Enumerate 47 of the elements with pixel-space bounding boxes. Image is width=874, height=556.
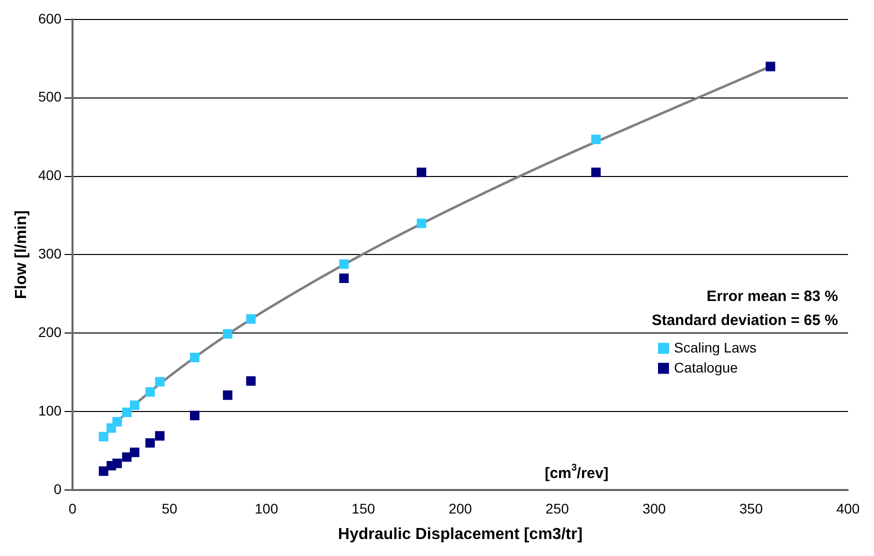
y-tick-label: 600: [38, 10, 62, 26]
point: [591, 134, 601, 144]
point: [145, 438, 155, 448]
x-tick-label: 100: [254, 500, 278, 516]
y-tick-label: 0: [54, 480, 62, 497]
y-tick-label: 400: [38, 167, 62, 184]
x-tick-label: 200: [448, 500, 472, 516]
point: [130, 448, 140, 458]
point: [766, 62, 776, 72]
point: [416, 168, 426, 178]
point: [416, 218, 426, 228]
legend-label: Catalogue: [674, 360, 738, 376]
x-axis-title: Hydraulic Displacement [cm3/tr]: [338, 526, 583, 543]
point: [155, 377, 165, 387]
x-tick-label: 150: [352, 500, 376, 516]
y-axis-title: Flow [l/min]: [13, 210, 30, 300]
point: [222, 329, 232, 339]
point: [130, 400, 140, 410]
point: [591, 168, 601, 178]
x-tick-label: 50: [162, 500, 178, 516]
y-tick-label: 300: [38, 246, 62, 262]
point: [246, 314, 256, 324]
point: [155, 431, 165, 441]
x-tick-label: 400: [836, 500, 860, 516]
annotation: Standard deviation = 65 %: [652, 312, 838, 330]
x-tick-label: 350: [739, 500, 763, 516]
point: [112, 417, 122, 427]
point: [190, 352, 200, 362]
x-tick-label: 250: [546, 500, 570, 516]
point: [339, 273, 349, 283]
y-tick-label: 200: [38, 324, 62, 340]
point: [190, 410, 200, 420]
point: [145, 387, 155, 397]
point: [246, 376, 256, 386]
y-tick-label: 500: [38, 88, 62, 105]
annotation: Error mean = 83 %: [706, 288, 838, 306]
point: [98, 466, 108, 476]
legend-label: Scaling Laws: [674, 340, 756, 356]
point: [98, 432, 108, 442]
y-tick-label: 100: [38, 402, 62, 418]
point: [339, 259, 349, 269]
x-tick-label: 0: [68, 500, 77, 516]
point: [112, 458, 122, 468]
point: [122, 408, 132, 418]
point: [122, 452, 132, 462]
point: [222, 390, 232, 400]
x-tick-label: 300: [642, 500, 666, 516]
